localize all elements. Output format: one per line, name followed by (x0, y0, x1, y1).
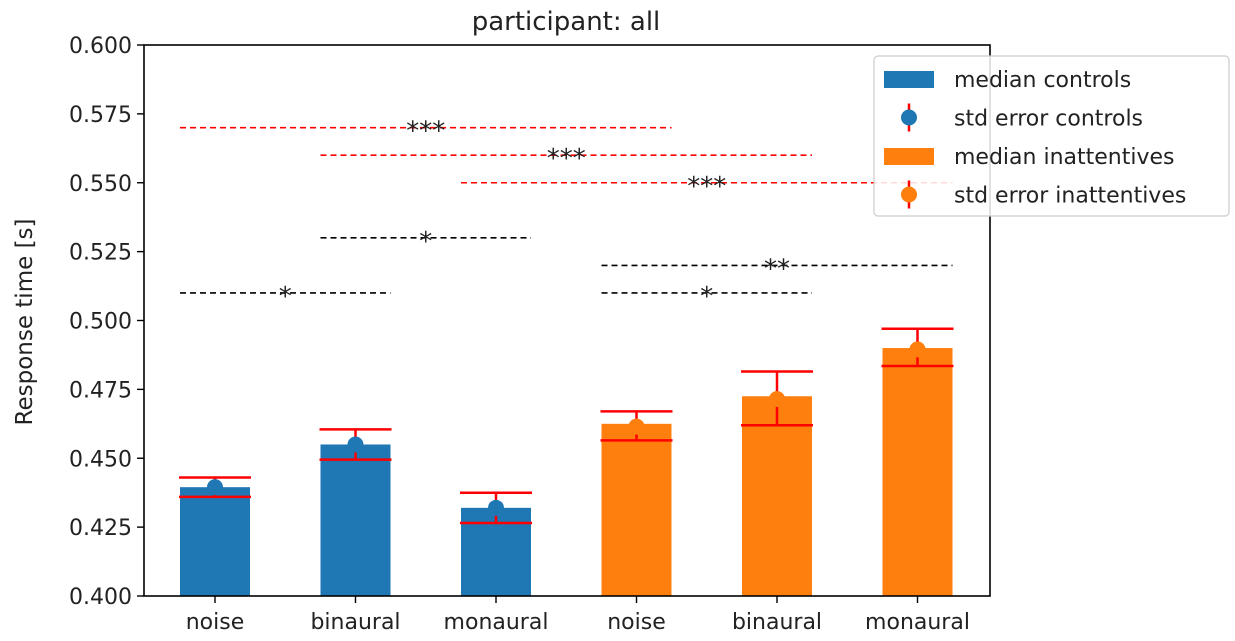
y-axis-label: Response time [s] (12, 219, 38, 426)
plot-area: ************* * (179, 117, 954, 596)
error-marker (207, 479, 223, 496)
x-tick-label: binaural (732, 610, 822, 635)
legend-label: median controls (954, 68, 1131, 93)
x-tick-label: monaural (444, 610, 549, 635)
y-tick-label: 0.450 (69, 447, 132, 472)
y-tick-label: 0.475 (69, 378, 132, 403)
chart-title: participant: all (472, 7, 661, 37)
y-tick-label: 0.400 (69, 585, 132, 610)
significance-label: *** (406, 117, 445, 147)
x-tick-label: binaural (310, 610, 400, 635)
legend-swatch (884, 71, 934, 88)
error-marker (769, 391, 785, 408)
x-tick-label: monaural (865, 610, 970, 635)
significance-label: *** (547, 144, 586, 174)
legend-label: std error controls (954, 107, 1143, 132)
significance-label: *** (687, 172, 726, 202)
y-tick-label: 0.575 (69, 103, 132, 128)
bar (320, 444, 391, 596)
significance-label: * (419, 227, 432, 257)
legend-label: median inattentives (954, 145, 1174, 170)
y-tick-label: 0.600 (69, 34, 132, 59)
legend-marker (901, 109, 917, 126)
y-tick-label: 0.500 (69, 310, 132, 335)
legend: median controls std error controls median … (873, 55, 1230, 217)
bar (882, 348, 953, 596)
significance-label: * (279, 282, 292, 312)
error-marker (628, 418, 645, 435)
legend-label: std error inattentives (954, 184, 1186, 209)
bar (742, 396, 812, 596)
bar (601, 423, 672, 596)
x-tick-label: noise (607, 610, 666, 635)
error-marker (488, 499, 504, 516)
x-tick-label: noise (186, 610, 245, 635)
legend-swatch (884, 148, 934, 165)
significance-label: ** (764, 254, 790, 284)
axis-ticks: 0.400 0.425 0.450 0.475 0.500 0.525 0.550 0.575… (69, 34, 970, 635)
error-marker (347, 436, 364, 453)
y-tick-label: 0.525 (69, 241, 132, 266)
legend-box (873, 55, 1230, 217)
error-marker (909, 341, 926, 358)
legend-marker (901, 186, 917, 203)
significance-label: * (700, 282, 713, 312)
y-tick-label: 0.550 (69, 172, 132, 197)
bar (180, 487, 250, 596)
y-tick-label: 0.425 (69, 516, 132, 541)
